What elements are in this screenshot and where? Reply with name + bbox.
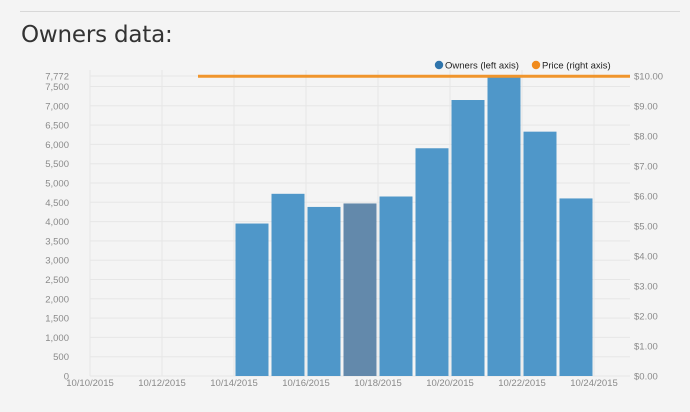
right-tick-label-0: $0.00 — [634, 372, 658, 383]
x-tick-label-7: 10/24/2015 — [570, 378, 618, 389]
top-divider — [20, 11, 680, 12]
owners-legend-label: Owners (left axis) — [445, 61, 519, 72]
right-tick-label-10: $10.00 — [634, 72, 663, 83]
price-legend-label: Price (right axis) — [542, 61, 611, 72]
left-tick-label-9: 4,500 — [45, 198, 69, 209]
x-axis: 10/10/2015 10/12/2015 10/14/2015 10/16/2015… — [66, 378, 618, 389]
right-tick-label-8: $8.00 — [634, 132, 658, 143]
left-tick-label-11: 5,500 — [45, 159, 69, 170]
left-tick-label-3: 1,500 — [45, 314, 69, 325]
chart-legend: Owners (left axis) Price (right axis) — [434, 60, 611, 72]
x-tick-label-0: 10/10/2015 — [66, 378, 114, 389]
owners-bar-3 — [343, 203, 377, 376]
owners-bars — [235, 76, 593, 376]
left-axis: 0 500 1,000 1,500 2,000 2,500 3,000 3,500 4,000 4… — [45, 72, 69, 383]
left-tick-label-8: 4,000 — [45, 217, 69, 228]
section-heading: Owners data: — [21, 22, 173, 48]
owners-bar-0 — [235, 223, 269, 376]
owners-bar-7 — [487, 76, 521, 376]
left-tick-label-0: 0 — [64, 372, 69, 383]
owners-bar-1 — [271, 193, 305, 376]
left-tick-label-4: 2,000 — [45, 294, 69, 305]
left-tick-label-14: 7,000 — [45, 101, 69, 112]
left-tick-label-2: 1,000 — [45, 333, 69, 344]
right-tick-label-7: $7.00 — [634, 162, 658, 173]
right-tick-label-9: $9.00 — [634, 102, 658, 113]
x-tick-label-2: 10/14/2015 — [210, 378, 258, 389]
left-tick-label-6: 3,000 — [45, 256, 69, 267]
owners-legend-swatch — [434, 60, 444, 70]
right-tick-label-3: $3.00 — [634, 282, 658, 293]
left-tick-label-7: 3,500 — [45, 236, 69, 247]
right-tick-label-5: $5.00 — [634, 222, 658, 233]
left-tick-label-1: 500 — [53, 352, 69, 363]
left-tick-label-13: 6,500 — [45, 121, 69, 132]
x-tick-label-4: 10/18/2015 — [354, 378, 402, 389]
owners-bar-4 — [379, 196, 413, 376]
left-tick-label-5: 2,500 — [45, 275, 69, 286]
left-tick-label-15: 7,500 — [45, 82, 69, 93]
x-tick-label-5: 10/20/2015 — [426, 378, 474, 389]
left-tick-label-10: 5,000 — [45, 178, 69, 189]
right-tick-label-4: $4.00 — [634, 252, 658, 263]
left-tick-label-12: 6,000 — [45, 140, 69, 151]
owners-bar-5 — [415, 148, 449, 376]
price-legend-swatch — [531, 60, 541, 70]
right-tick-label-1: $1.00 — [634, 342, 658, 353]
left-tick-label-16: 7,772 — [45, 72, 69, 83]
right-tick-label-2: $2.00 — [634, 312, 658, 323]
right-tick-label-6: $6.00 — [634, 192, 658, 203]
owners-bar-8 — [523, 131, 557, 376]
owners-bar-6 — [451, 100, 485, 376]
x-tick-label-1: 10/12/2015 — [138, 378, 186, 389]
owners-bar-2 — [307, 206, 341, 376]
x-tick-label-3: 10/16/2015 — [282, 378, 330, 389]
owners-bar-9 — [559, 198, 593, 376]
x-tick-label-6: 10/22/2015 — [498, 378, 546, 389]
right-axis: $0.00 $1.00 $2.00 $3.00 $4.00 $5.00 $6.00 $7.00… — [634, 72, 663, 383]
